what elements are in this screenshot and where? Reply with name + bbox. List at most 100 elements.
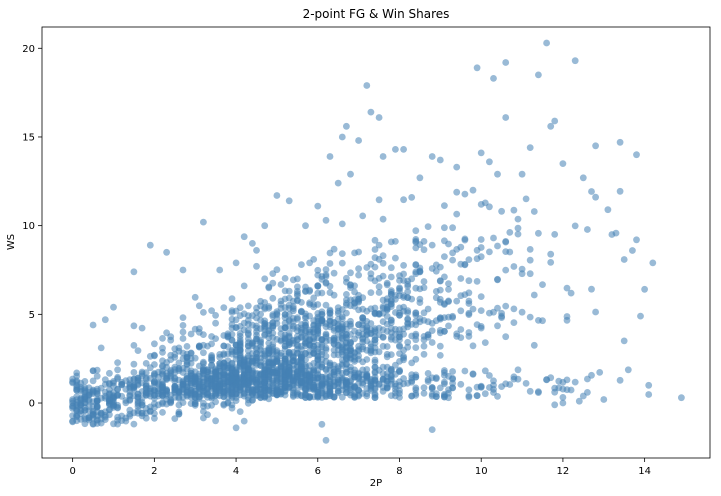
data-point	[379, 272, 387, 280]
data-point	[240, 417, 248, 425]
data-point	[114, 366, 121, 374]
x-tick-label: 12	[557, 466, 570, 477]
data-point	[212, 417, 220, 425]
y-tick-label: 15	[22, 132, 35, 143]
data-point	[171, 415, 179, 422]
data-point	[367, 380, 375, 388]
data-point	[265, 358, 273, 366]
data-point	[588, 285, 595, 293]
data-point	[510, 206, 518, 214]
data-point	[281, 314, 289, 322]
data-point	[412, 373, 420, 381]
data-point	[436, 295, 444, 303]
data-point	[428, 153, 436, 160]
data-point	[526, 313, 534, 321]
data-point	[338, 341, 346, 349]
data-point	[526, 387, 534, 395]
data-point	[620, 256, 628, 263]
data-point	[253, 350, 260, 358]
data-point	[326, 153, 334, 160]
data-point	[314, 282, 322, 290]
data-point	[592, 142, 599, 150]
data-point	[408, 378, 416, 386]
data-point	[244, 399, 252, 407]
data-point	[535, 389, 542, 396]
data-point	[449, 249, 456, 257]
data-point	[559, 394, 567, 401]
data-point	[436, 314, 444, 322]
data-point	[461, 261, 469, 269]
data-point	[89, 377, 97, 385]
data-point	[641, 285, 648, 293]
data-point	[191, 325, 199, 333]
data-point	[420, 309, 428, 317]
data-point	[465, 297, 473, 305]
data-point	[355, 321, 362, 328]
data-point	[449, 368, 456, 375]
data-point	[371, 358, 379, 366]
data-point	[461, 190, 469, 198]
data-point	[318, 336, 326, 343]
data-point	[441, 202, 448, 210]
data-point	[428, 426, 436, 433]
data-point	[514, 230, 522, 238]
data-point	[175, 386, 183, 393]
data-point	[375, 241, 383, 249]
data-point	[142, 360, 150, 367]
data-point	[428, 390, 436, 398]
data-point	[97, 384, 105, 392]
data-point	[236, 347, 244, 355]
data-point	[216, 266, 224, 274]
x-tick-label: 2	[151, 466, 157, 477]
data-point	[392, 385, 399, 393]
data-point	[302, 288, 309, 295]
data-point	[575, 397, 583, 405]
data-point	[535, 229, 542, 237]
data-point	[334, 307, 342, 315]
data-point	[322, 344, 330, 352]
data-point	[126, 412, 134, 420]
data-point	[134, 390, 142, 398]
data-point	[171, 351, 179, 358]
data-point	[151, 414, 158, 422]
data-point	[490, 389, 497, 396]
data-point	[130, 369, 138, 376]
data-point	[69, 404, 76, 412]
data-point	[436, 156, 444, 164]
data-point	[490, 381, 497, 389]
data-point	[596, 369, 604, 376]
data-point	[457, 292, 465, 300]
data-point	[510, 305, 518, 313]
data-point	[469, 370, 477, 378]
data-point	[494, 322, 501, 330]
x-axis-label: 2P	[370, 478, 382, 489]
data-point	[146, 364, 154, 372]
data-point	[359, 335, 367, 343]
data-point	[281, 275, 289, 282]
data-point	[678, 394, 685, 402]
data-point	[359, 212, 367, 220]
data-point	[183, 360, 191, 368]
data-point	[265, 283, 273, 291]
data-point	[228, 375, 236, 383]
data-point	[375, 289, 383, 296]
data-point	[179, 328, 187, 336]
data-point	[179, 380, 187, 388]
data-point	[298, 299, 305, 306]
data-point	[592, 193, 599, 201]
data-point	[330, 382, 338, 390]
data-point	[159, 335, 166, 342]
data-point	[130, 360, 138, 368]
data-point	[547, 250, 555, 258]
data-point	[298, 360, 305, 367]
data-point	[624, 366, 632, 374]
data-point	[547, 122, 555, 130]
data-point	[355, 271, 362, 279]
data-point	[240, 310, 248, 318]
data-point	[387, 296, 395, 304]
data-point	[343, 291, 350, 298]
data-point	[343, 274, 350, 282]
data-point	[392, 146, 399, 153]
data-point	[326, 359, 334, 367]
data-point	[85, 397, 93, 405]
